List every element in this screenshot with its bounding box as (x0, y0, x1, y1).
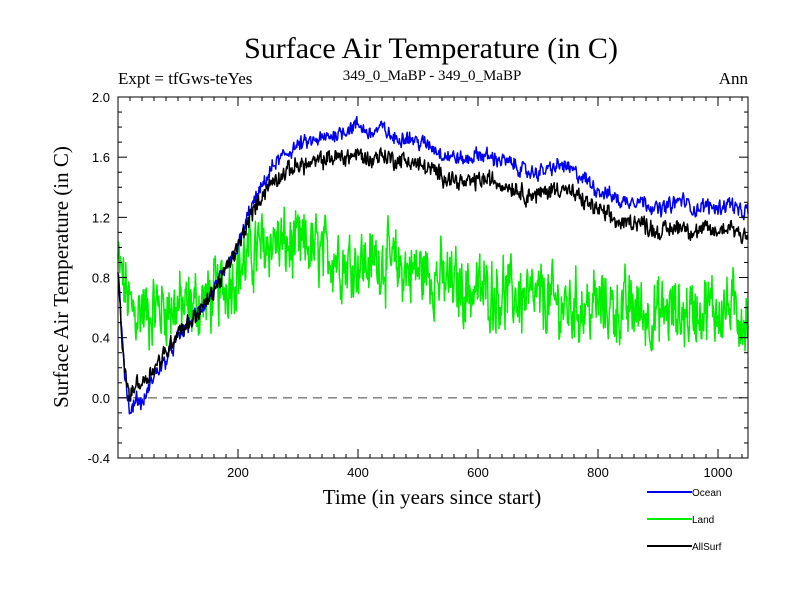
chart-season-label: Ann (719, 69, 749, 88)
y-tick-label: 0.0 (92, 391, 110, 406)
y-tick-label: 0.4 (92, 331, 110, 346)
legend: Ocean Land AllSurf (647, 488, 722, 553)
x-tick-label: 400 (347, 465, 369, 480)
series-layer (117, 115, 749, 415)
chart-experiment-label: Expt = tfGws-teYes (118, 69, 252, 88)
series-line-allsurf (117, 147, 749, 402)
x-tick-label: 800 (587, 465, 609, 480)
x-tick-label: 1000 (704, 465, 733, 480)
chart-title: Surface Air Temperature (in C) (244, 32, 618, 65)
x-axis-label: Time (in years since start) (323, 485, 542, 509)
y-axis-label: Surface Air Temperature (in C) (49, 146, 73, 408)
y-tick-label: 0.8 (92, 271, 110, 286)
y-tick-label: 2.0 (92, 90, 110, 105)
axis-layer: 200 400 600 800 1000 -0.4 0.0 0.4 0.8 1.2 1.6 2.0 (88, 90, 749, 480)
x-tick-label: 200 (227, 465, 249, 480)
y-tick-label: -0.4 (88, 451, 110, 466)
y-tick-label: 1.6 (92, 150, 110, 165)
y-tick-label: 1.2 (92, 210, 110, 225)
legend-label-allsurf: AllSurf (692, 542, 722, 553)
chart-subtitle: 349_0_MaBP - 349_0_MaBP (343, 68, 522, 84)
series-line-land (117, 206, 749, 352)
x-tick-label: 600 (467, 465, 489, 480)
legend-label-land: Land (692, 515, 714, 526)
legend-label-ocean: Ocean (692, 488, 721, 499)
